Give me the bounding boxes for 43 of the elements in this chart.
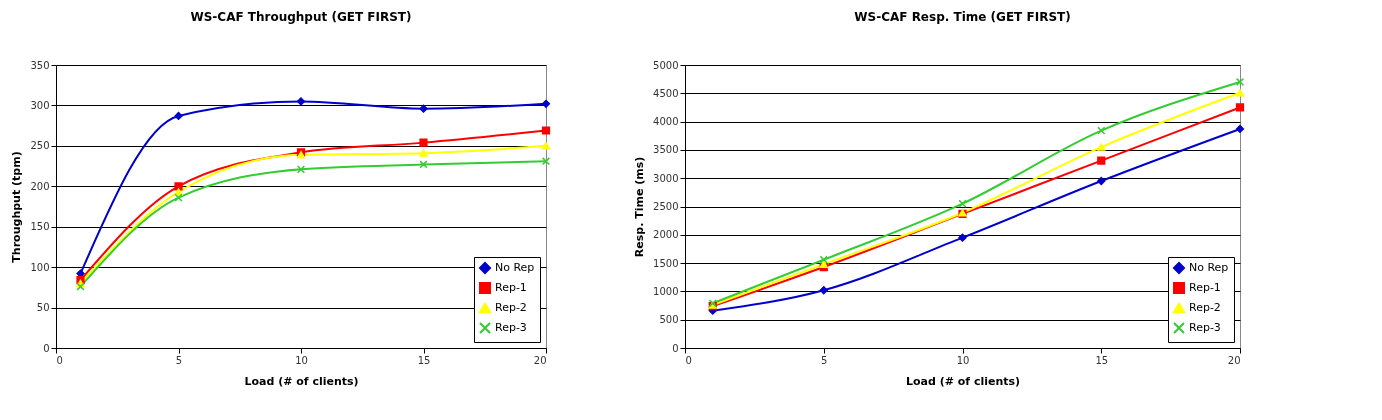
legend-label: Rep-2: [1189, 301, 1221, 314]
y-tick-label: 50: [36, 302, 50, 314]
y-tick-label: 3500: [653, 144, 679, 156]
legend-label: Rep-1: [1189, 281, 1221, 294]
x-tick-label: 15: [417, 354, 431, 366]
legend-label: Rep-3: [495, 321, 527, 334]
x-tick-label: 20: [1227, 354, 1241, 366]
y-tick-label: 0: [672, 342, 679, 354]
legend-label: Rep-3: [1189, 321, 1221, 334]
y-axis-title: Throughput (tpm): [10, 151, 24, 263]
y-tick-label: 4000: [653, 116, 679, 128]
x-tick-label: 10: [956, 354, 970, 366]
y-tick-label: 2500: [653, 201, 679, 212]
x-tick-label: 20: [533, 354, 547, 366]
legend-label: No Rep: [1189, 261, 1229, 274]
y-tick-label: 0: [43, 342, 50, 354]
legend-label: No Rep: [495, 261, 535, 274]
y-tick-label: 1500: [653, 257, 679, 269]
x-tick-label: 5: [821, 354, 828, 366]
chart-title: WS-CAF Resp. Time (GET FIRST): [854, 10, 1071, 24]
y-tick-label: 5000: [653, 59, 679, 71]
y-tick-label: 1000: [653, 285, 679, 297]
legend-label: Rep-2: [495, 301, 527, 314]
y-tick-label: 500: [659, 314, 679, 326]
y-tick-label: 2000: [653, 229, 679, 241]
x-axis-title: Load (# of clients): [905, 374, 1021, 388]
x-tick-label: 15: [1095, 354, 1109, 366]
y-tick-label: 300: [30, 99, 50, 111]
y-tick-label: 150: [30, 221, 50, 233]
x-tick-label: 0: [685, 354, 692, 366]
y-tick-label: 100: [30, 261, 50, 273]
y-tick-label: 3000: [653, 172, 679, 184]
x-tick-label: 10: [295, 354, 308, 366]
y-tick-label: 350: [30, 59, 50, 71]
y-tick-label: 250: [30, 140, 50, 152]
y-tick-label: 4500: [653, 87, 679, 99]
x-axis-title: Load (# of clients): [244, 374, 359, 388]
legend-label: Rep-1: [495, 281, 527, 294]
x-tick-label: 5: [175, 354, 183, 366]
chart-title: WS-CAF Throughput (GET FIRST): [190, 10, 412, 24]
y-axis-title: Resp. Time (ms): [633, 156, 647, 258]
y-tick-label: 200: [30, 180, 50, 192]
x-tick-label: 0: [56, 354, 63, 366]
